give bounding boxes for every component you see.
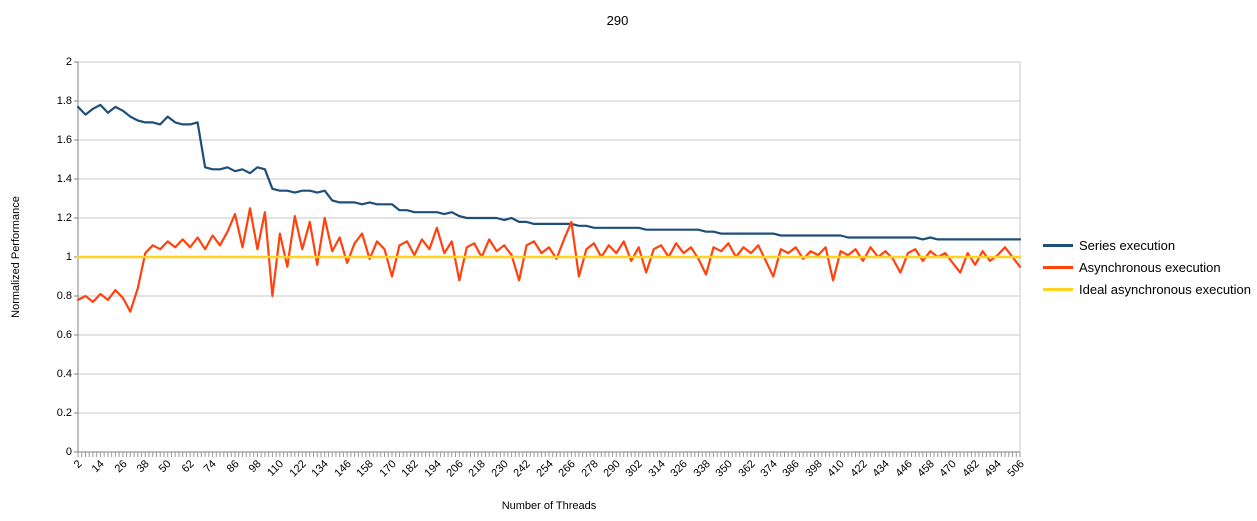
asynchronous-execution-line-swatch [1043,266,1073,269]
series-execution-line [76,103,1022,241]
y-tick-label: 0.4 [56,368,72,380]
ideal-asynchronous-execution-line-swatch [1043,288,1073,291]
legend-label: Asynchronous execution [1079,260,1221,275]
legend-label: Series execution [1079,238,1176,253]
legend-item-series-execution: Series execution [1043,238,1251,253]
y-tick-label: 2 [65,56,72,68]
y-tick-label: 1.4 [56,173,72,185]
y-tick-label: 0.6 [56,329,72,341]
y-tick-label: 0 [65,446,72,458]
y-axis-title: Normalized Performance [10,196,22,318]
chart-title: 290 [606,13,629,28]
series-lines [76,103,1022,313]
y-tick-label: 1 [65,251,72,263]
legend-item-ideal-asynchronous-execution: Ideal asynchronous execution [1043,282,1251,297]
series-execution-line-swatch [1043,244,1073,247]
x-axis-title: Number of Threads [501,500,597,512]
legend-label: Ideal asynchronous execution [1079,282,1252,297]
axis-ticks [74,61,1021,457]
legend: Series execution Asynchronous execution … [1043,238,1251,304]
y-tick-label: 1.2 [56,212,72,224]
gridlines [78,61,1021,452]
y-tick-label: 1.6 [56,134,72,146]
y-tick-label: 0.2 [56,407,72,419]
legend-item-asynchronous-execution: Asynchronous execution [1043,260,1251,275]
y-tick-label: 1.8 [56,95,72,107]
asynchronous-execution-line [76,207,1022,313]
y-tick-label: 0.8 [56,290,72,302]
